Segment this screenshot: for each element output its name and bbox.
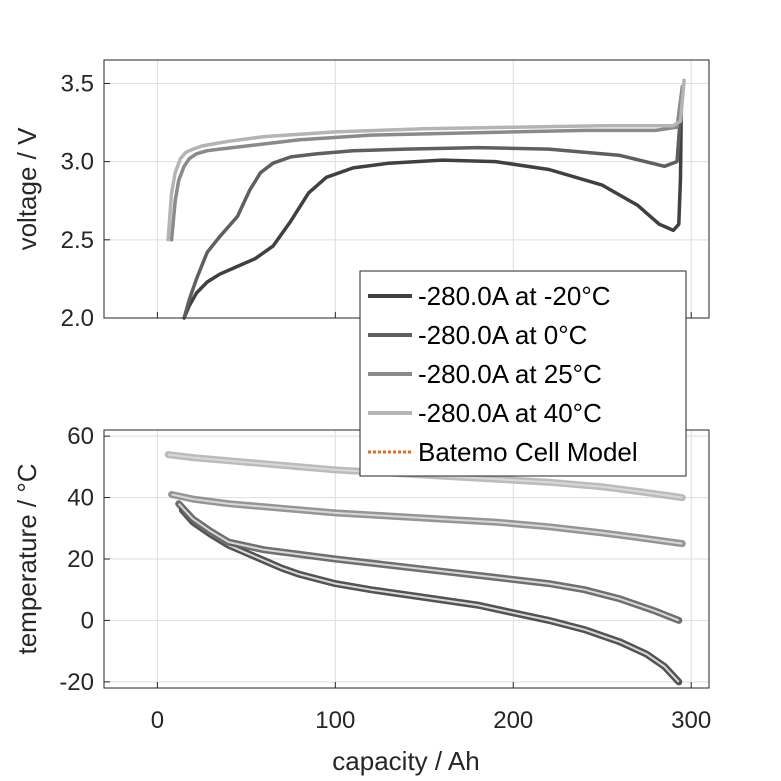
capacity-xtick-label-1: 100 xyxy=(315,707,355,734)
voltage-y-ticks: 2.0 2.5 3.0 3.5 xyxy=(61,70,110,332)
voltage-series-line-1 xyxy=(182,112,683,320)
capacity-xtick-label-0: 0 xyxy=(151,707,164,734)
voltage-ytick-label-1: 2.5 xyxy=(61,227,94,254)
voltage-ytick-label-0: 2.0 xyxy=(61,305,94,332)
temperature-series-line-0 xyxy=(181,509,680,683)
legend-label-2: -280.0A at 25°C xyxy=(418,359,602,389)
temperature-series-line-2 xyxy=(171,493,683,545)
capacity-xtick-label-2: 200 xyxy=(493,707,533,734)
temperature-ytick-label-1: 0 xyxy=(81,607,94,634)
temperature-ytick-label-0: -20 xyxy=(59,669,94,696)
voltage-series-line-2 xyxy=(169,84,685,242)
voltage-series-line-0 xyxy=(182,97,684,320)
temperature-series xyxy=(164,451,686,686)
temperature-y-ticks: -20 0 20 40 60 xyxy=(59,423,110,696)
temperature-panel: -20 0 20 40 60 0 100 200 300 temperature / °C c… xyxy=(12,423,711,776)
temperature-series-line-1 xyxy=(177,503,680,622)
legend-label-1: -280.0A at 0°C xyxy=(418,320,587,350)
voltage-series xyxy=(166,78,686,320)
voltage-ytick-label-2: 3.0 xyxy=(61,149,94,176)
capacity-axis-label: capacity / Ah xyxy=(332,746,479,776)
temperature-ytick-label-2: 20 xyxy=(67,546,94,573)
voltage-panel: 2.0 2.5 3.0 3.5 voltage / V xyxy=(12,59,710,332)
voltage-series-line-3 xyxy=(166,78,686,242)
legend-label-4: Batemo Cell Model xyxy=(418,437,638,467)
voltage-axis-label: voltage / V xyxy=(12,127,42,251)
capacity-x-ticks: 0 100 200 300 xyxy=(151,707,712,734)
legend: -280.0A at -20°C -280.0A at 0°C -280.0A at… xyxy=(359,270,687,477)
temperature-ytick-label-3: 40 xyxy=(67,485,94,512)
legend-box xyxy=(359,270,687,477)
legend-label-3: -280.0A at 40°C xyxy=(418,398,602,428)
legend-label-0: -280.0A at -20°C xyxy=(418,281,611,311)
temperature-axis-label: temperature / °C xyxy=(12,463,42,654)
temperature-ytick-label-4: 60 xyxy=(67,423,94,450)
voltage-ytick-label-3: 3.5 xyxy=(61,70,94,97)
capacity-xtick-label-3: 300 xyxy=(671,707,711,734)
